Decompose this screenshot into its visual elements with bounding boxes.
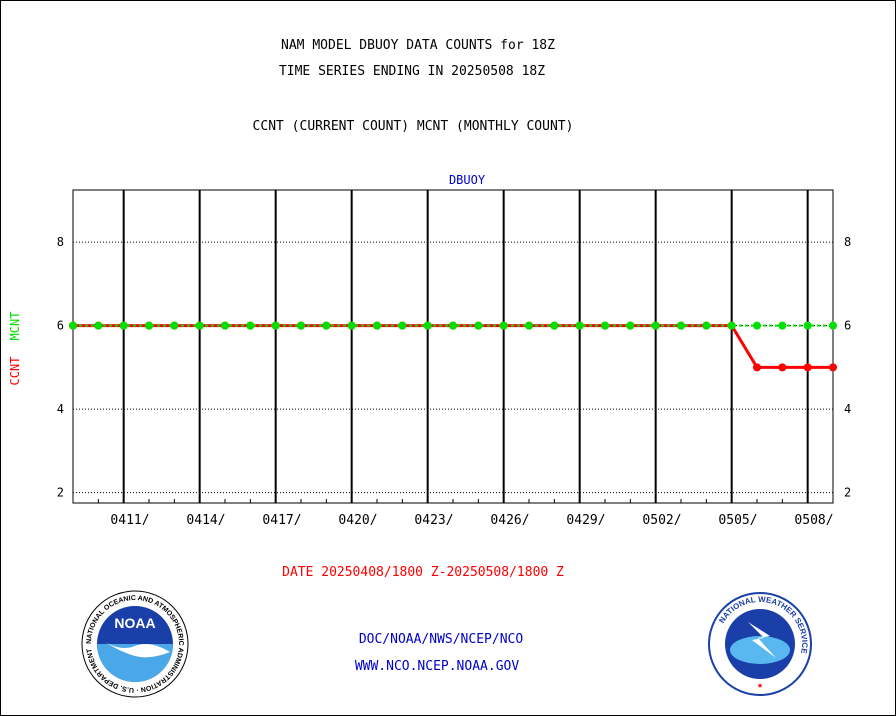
x-tick-label: 0508/ xyxy=(794,513,833,528)
data-point-mcnt xyxy=(246,321,255,330)
y-axis-label-ccnt: CCNT xyxy=(8,357,22,386)
y-tick-label-left: 8 xyxy=(57,235,64,249)
series-line-ccnt xyxy=(73,324,833,369)
footer-org-line: DOC/NOAA/NWS/NCEP/NCO xyxy=(358,632,524,647)
data-point-mcnt xyxy=(626,321,635,330)
data-point-mcnt xyxy=(69,321,77,330)
x-tick-label: 0426/ xyxy=(490,513,529,528)
x-tick-label: 0420/ xyxy=(338,513,377,528)
data-point-mcnt xyxy=(271,321,280,330)
data-point-mcnt xyxy=(145,321,153,330)
data-point-mcnt xyxy=(221,321,229,330)
y-axis-label-mcnt: MCNT xyxy=(8,312,22,341)
data-point-mcnt xyxy=(550,321,559,330)
x-tick-label: 0414/ xyxy=(186,513,225,528)
noaa-logo-text: NOAA xyxy=(114,615,155,631)
data-point-mcnt xyxy=(525,321,533,330)
data-point-mcnt xyxy=(170,321,179,330)
data-point-mcnt xyxy=(499,321,508,330)
y-tick-label-right: 2 xyxy=(844,486,851,500)
footer-url-line: WWW.NCO.NCEP.NOAA.GOV xyxy=(354,659,520,674)
x-tick-label: 0502/ xyxy=(642,513,681,528)
data-point-mcnt xyxy=(322,321,331,330)
x-tick-label: 0423/ xyxy=(414,513,453,528)
chart-subtitle: CCNT (CURRENT COUNT) MCNT (MONTHLY COUNT… xyxy=(252,119,574,134)
x-tick-label: 0411/ xyxy=(110,513,149,528)
svg-text:★: ★ xyxy=(757,680,763,691)
x-tick-label: 0417/ xyxy=(262,513,301,528)
data-point-mcnt xyxy=(677,321,685,330)
data-point-mcnt xyxy=(94,321,103,330)
x-tick-label: 0505/ xyxy=(718,513,757,528)
data-point-mcnt xyxy=(297,321,305,330)
data-point-mcnt xyxy=(398,321,407,330)
data-point-mcnt xyxy=(373,321,381,330)
data-point-mcnt xyxy=(727,321,736,330)
data-point-mcnt xyxy=(347,321,356,330)
data-point-mcnt xyxy=(575,321,584,330)
data-point-ccnt xyxy=(829,363,837,372)
data-point-mcnt xyxy=(449,321,457,330)
data-point-mcnt xyxy=(803,321,812,330)
nws-logo: ★ NATIONAL WEATHER SERVICE xyxy=(708,592,812,696)
y-tick-label-left: 6 xyxy=(57,319,64,333)
data-point-mcnt xyxy=(195,321,204,330)
noaa-logo: NOAA NATIONAL OCEANIC AND ATMOSPHERIC AD… xyxy=(80,590,189,698)
data-point-ccnt xyxy=(778,363,787,372)
y-tick-label-right: 6 xyxy=(844,319,851,333)
data-point-mcnt xyxy=(702,321,711,330)
y-tick-label-left: 2 xyxy=(57,486,64,500)
y-tick-label-right: 8 xyxy=(844,235,851,249)
data-point-mcnt xyxy=(119,321,128,330)
x-tick-label: 0429/ xyxy=(566,513,605,528)
data-point-mcnt xyxy=(651,321,660,330)
chart-title-line1: NAM MODEL DBUOY DATA COUNTS for 18Z xyxy=(281,38,555,53)
data-point-mcnt xyxy=(601,321,609,330)
y-tick-label-right: 4 xyxy=(844,402,851,416)
data-point-mcnt xyxy=(753,321,761,330)
data-point-mcnt xyxy=(474,321,483,330)
data-point-mcnt xyxy=(778,321,787,330)
data-point-mcnt xyxy=(829,321,837,330)
panel-title: DBUOY xyxy=(449,173,486,187)
data-point-ccnt xyxy=(753,363,761,372)
data-point-mcnt xyxy=(423,321,432,330)
date-range-label: DATE 20250408/1800 Z-20250508/1800 Z xyxy=(282,565,564,580)
y-tick-label-left: 4 xyxy=(57,402,64,416)
chart-title-line2: TIME SERIES ENDING IN 20250508 18Z xyxy=(278,64,546,79)
data-point-ccnt xyxy=(803,363,812,372)
plot-area xyxy=(72,189,834,504)
